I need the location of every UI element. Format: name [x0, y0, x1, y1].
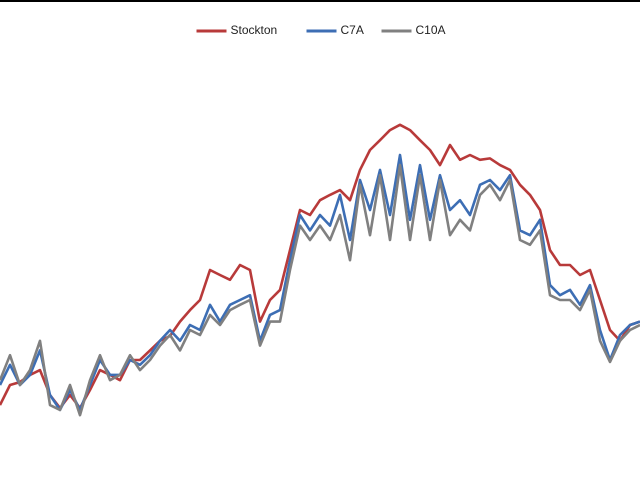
legend-label: C7A — [341, 23, 364, 37]
series-line — [0, 153, 640, 412]
series-line — [0, 163, 640, 417]
legend-label: Stockton — [231, 23, 278, 37]
legend-label: C10A — [416, 23, 446, 37]
plot-area — [0, 123, 640, 417]
legend: Stockton C7A C10A — [196, 23, 446, 37]
